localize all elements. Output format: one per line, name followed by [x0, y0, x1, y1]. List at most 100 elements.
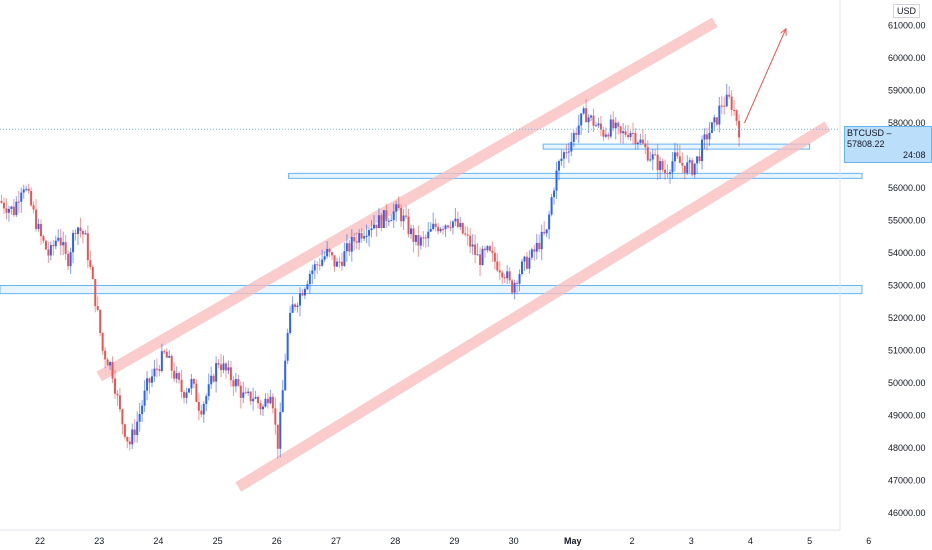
- candle-body-77: [190, 379, 193, 389]
- y-tick-label: 60000.00: [888, 53, 926, 63]
- candle-body-17: [42, 236, 45, 241]
- candle-body-248: [612, 119, 615, 129]
- candle-body-1: [2, 202, 5, 209]
- candle-body-5: [12, 206, 15, 216]
- candle-body-69: [170, 356, 173, 371]
- candle-body-244: [602, 129, 605, 137]
- candle-body-94: [232, 380, 235, 387]
- y-tick-label: 59000.00: [888, 86, 926, 96]
- candle-body-210: [518, 274, 521, 284]
- candle-body-297: [733, 110, 736, 112]
- candle-body-254: [627, 134, 630, 138]
- candle-body-196: [483, 248, 486, 251]
- candle-body-265: [654, 154, 657, 156]
- candle-body-221: [545, 229, 548, 234]
- candle-body-246: [607, 134, 610, 137]
- candle-body-179: [442, 228, 445, 230]
- candle-body-23: [57, 237, 60, 241]
- x-tick-label: 26: [272, 536, 282, 546]
- last-price-tag: BTCUSD – 57808.22 24:08: [844, 126, 932, 163]
- x-tick-label: 25: [213, 536, 223, 546]
- candle-body-7: [17, 201, 20, 203]
- candle-body-30: [74, 232, 77, 234]
- candle-body-116: [286, 332, 289, 361]
- x-tick-label: 23: [94, 536, 104, 546]
- candle-body-111: [274, 408, 277, 425]
- candle-body-42: [104, 350, 107, 360]
- candle-body-220: [543, 231, 546, 234]
- candle-body-3: [7, 208, 10, 213]
- candle-body-6: [15, 201, 18, 216]
- candle-body-205: [506, 271, 509, 279]
- candle-body-59: [146, 378, 149, 391]
- candle-body-243: [599, 123, 602, 130]
- candle-body-78: [192, 379, 195, 384]
- currency-label[interactable]: USD: [892, 4, 920, 18]
- candle-body-85: [210, 375, 213, 385]
- candle-body-216: [533, 249, 536, 252]
- x-tick-label: 6: [866, 536, 871, 546]
- candle-body-278: [686, 162, 689, 173]
- y-tick-label: 49000.00: [888, 411, 926, 421]
- candle-body-189: [466, 234, 469, 236]
- candle-body-214: [528, 257, 531, 269]
- candle-body-105: [259, 403, 262, 410]
- y-tick-label: 56000.00: [888, 183, 926, 193]
- candle-body-198: [488, 246, 491, 251]
- candle-body-55: [136, 421, 139, 436]
- x-tick-label: 30: [509, 536, 519, 546]
- price-axis[interactable]: 46000.00 47000.00 48000.00 49000.00 50000.00…: [888, 21, 926, 519]
- candle-body-103: [254, 397, 257, 399]
- candle-body-145: [358, 233, 361, 243]
- candle-body-271: [668, 172, 671, 174]
- candle-body-95: [234, 379, 237, 387]
- candle-body-274: [676, 152, 679, 157]
- candle-body-75: [185, 392, 188, 398]
- candle-body-172: [424, 237, 427, 239]
- candle-body-251: [619, 126, 622, 134]
- candle-body-269: [664, 169, 667, 173]
- candle-body-232: [572, 132, 575, 142]
- candle-body-65: [160, 351, 163, 371]
- candle-body-264: [651, 154, 654, 160]
- ascending-channel: [96, 17, 831, 492]
- candle-body-149: [368, 230, 371, 236]
- candle-body-74: [183, 391, 186, 398]
- candle-body-26: [64, 242, 67, 254]
- candle-body-228: [562, 152, 565, 159]
- projection-arrow-line: [744, 28, 787, 124]
- candle-body-141: [348, 243, 351, 252]
- candle-body-230: [567, 151, 570, 153]
- candle-body-185: [456, 218, 459, 227]
- candle-body-180: [444, 225, 447, 230]
- candle-body-229: [565, 152, 568, 154]
- candle-body-63: [155, 368, 158, 370]
- candle-body-48: [118, 395, 121, 410]
- candle-body-91: [224, 363, 227, 371]
- candle-body-219: [540, 231, 543, 250]
- candle-body-212: [523, 256, 526, 262]
- candle-body-250: [617, 122, 620, 127]
- candle-body-273: [673, 152, 676, 162]
- candle-body-131: [323, 256, 326, 260]
- candle-body-41: [101, 332, 104, 351]
- candle-body-84: [207, 384, 210, 397]
- candle-body-245: [604, 134, 607, 137]
- candle-body-236: [582, 108, 585, 114]
- candle-body-186: [459, 223, 462, 227]
- candle-body-165: [407, 216, 410, 235]
- bar-countdown: 24:08: [903, 150, 926, 160]
- candle-body-191: [471, 244, 474, 247]
- candle-body-0: [0, 201, 3, 203]
- y-tick-label: 47000.00: [888, 476, 926, 486]
- time-axis[interactable]: 22 23 24 25 26 27 28 29 30 May 2 3 4 5 6: [35, 536, 871, 546]
- candle-body-268: [661, 161, 664, 170]
- candle-body-249: [614, 122, 617, 129]
- candle-body-137: [338, 261, 341, 263]
- candle-body-190: [469, 235, 472, 247]
- candle-body-169: [417, 235, 420, 246]
- candle-body-27: [67, 253, 70, 267]
- candle-body-101: [249, 391, 252, 402]
- candle-body-258: [636, 142, 639, 144]
